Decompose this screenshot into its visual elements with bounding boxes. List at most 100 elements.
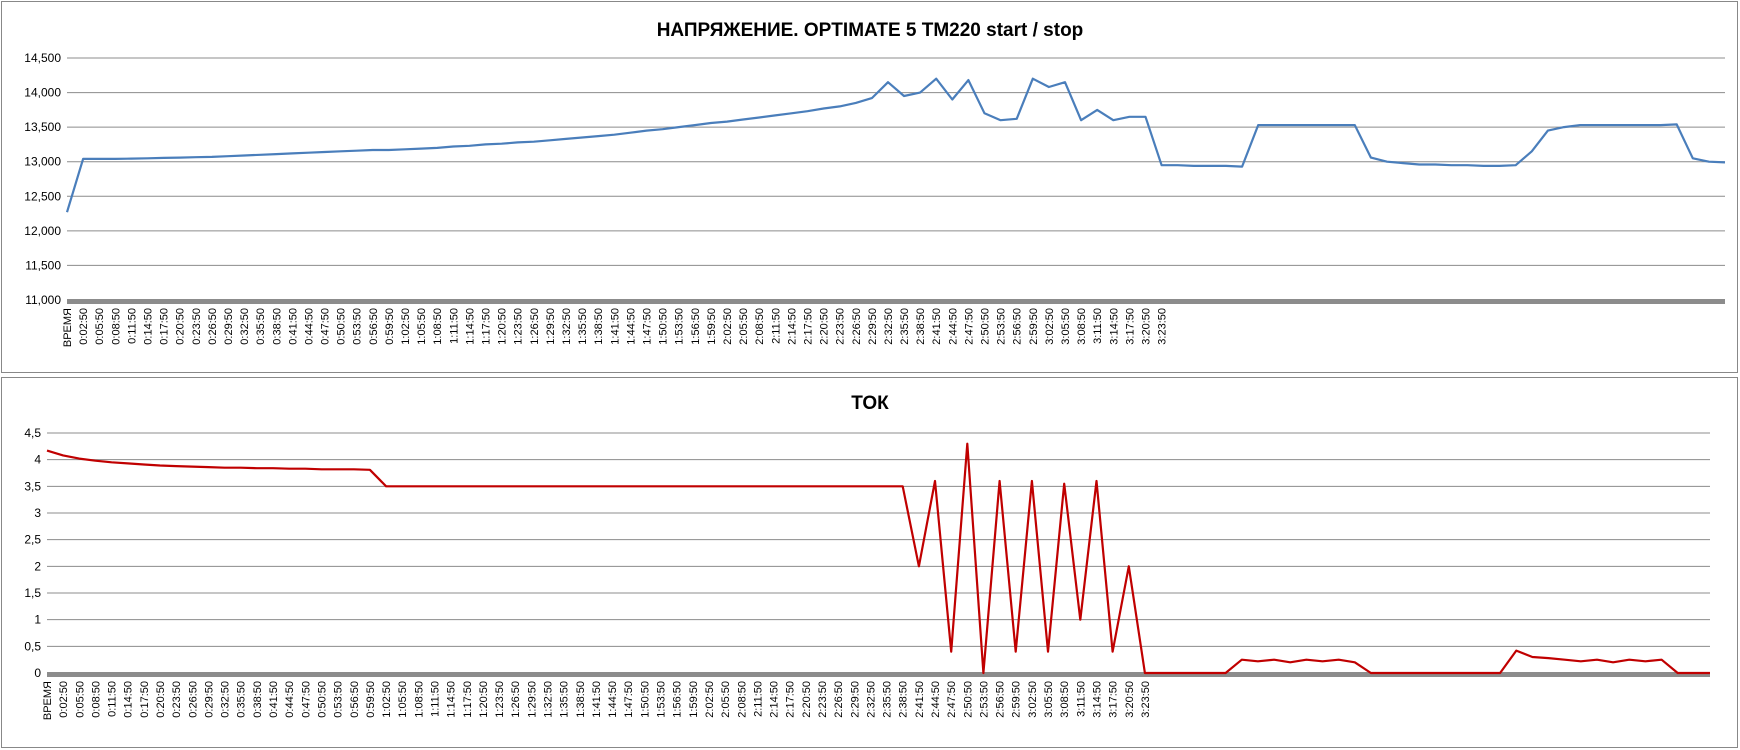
x-tick-label: 2:02:50 <box>722 308 734 345</box>
x-tick-label: 1:08:50 <box>432 308 444 345</box>
x-tick-label: 1:50:50 <box>639 681 651 718</box>
x-tick-label: 1:38:50 <box>593 308 605 345</box>
x-tick-label: 1:44:50 <box>625 308 637 345</box>
x-tick-label: 0:50:50 <box>316 681 328 718</box>
x-tick-label: 2:08:50 <box>754 308 766 345</box>
x-tick-label: 2:53:50 <box>996 308 1008 345</box>
x-tick-label: 1:35:50 <box>559 681 571 718</box>
x-tick-label: 2:35:50 <box>899 308 911 345</box>
x-tick-label: 1:23:50 <box>494 681 506 718</box>
x-tick-label: 2:47:50 <box>946 681 958 718</box>
x-tick-label: 0:56:50 <box>368 308 380 345</box>
x-tick-label: 2:26:50 <box>851 308 863 345</box>
x-tick-label: 0:41:50 <box>268 681 280 718</box>
x-tick-label: 2:05:50 <box>738 308 750 345</box>
y-tick-label: 3,5 <box>24 479 41 493</box>
x-tick-label: 2:02:50 <box>704 681 716 718</box>
x-tick-label: 1:41:50 <box>609 308 621 345</box>
x-tick-label: 2:23:50 <box>817 681 829 718</box>
x-tick-label: 1:20:50 <box>497 308 509 345</box>
x-tick-label: 2:11:50 <box>752 681 764 717</box>
x-tick-label: 0:53:50 <box>352 308 364 345</box>
chart-frame <box>1 377 1738 748</box>
x-tick-label: 2:29:50 <box>849 681 861 718</box>
x-tick-label: 2:17:50 <box>785 681 797 718</box>
x-tick-label: 0:20:50 <box>155 681 167 718</box>
x-tick-label: 1:17:50 <box>462 681 474 718</box>
x-tick-label: 2:44:50 <box>930 681 942 718</box>
x-tick-label: 2:41:50 <box>914 681 926 718</box>
x-tick-label: 0:05:50 <box>74 681 86 718</box>
x-tick-label: 0:05:50 <box>94 308 106 345</box>
x-tick-label: 3:02:50 <box>1044 308 1056 345</box>
chart-title: НАПРЯЖЕНИЕ. OPTIMATE 5 TM220 start / sto… <box>657 20 1084 41</box>
x-tick-label: 0:29:50 <box>203 681 215 718</box>
x-tick-label: 0:20:50 <box>175 308 187 345</box>
x-tick-label: 0:53:50 <box>333 681 345 718</box>
x-tick-label: 1:11:50 <box>429 681 441 717</box>
y-tick-label: 4 <box>34 453 41 467</box>
x-tick-label: 2:20:50 <box>801 681 813 718</box>
x-tick-label: 0:14:50 <box>123 681 135 718</box>
x-tick-label: 3:08:50 <box>1076 308 1088 345</box>
x-tick-label: 3:20:50 <box>1124 681 1136 718</box>
x-tick-label: 2:53:50 <box>978 681 990 718</box>
x-tick-label: 2:44:50 <box>947 308 959 345</box>
x-tick-label: 2:32:50 <box>865 681 877 718</box>
x-tick-label: 3:05:50 <box>1043 681 1055 718</box>
x-tick-label: 0:38:50 <box>271 308 283 345</box>
x-tick-label: 0:50:50 <box>336 308 348 345</box>
x-tick-label: ВРЕМЯ <box>62 308 74 347</box>
x-tick-label: 0:17:50 <box>139 681 151 718</box>
data-line <box>65 77 1726 213</box>
x-tick-label: 2:59:50 <box>1011 681 1023 718</box>
x-tick-label: 1:26:50 <box>529 308 541 345</box>
x-tick-label: 2:14:50 <box>769 681 781 718</box>
x-tick-label: 2:17:50 <box>802 308 814 345</box>
x-tick-label: 1:14:50 <box>464 308 476 345</box>
y-tick-label: 0 <box>34 666 41 680</box>
x-tick-label: 2:29:50 <box>867 308 879 345</box>
data-line <box>46 442 1710 675</box>
x-tick-label: 0:11:50 <box>126 308 138 344</box>
x-tick-label: 1:29:50 <box>545 308 557 345</box>
x-tick-label: 1:56:50 <box>690 308 702 345</box>
x-tick-label: 0:38:50 <box>252 681 264 718</box>
x-tick-label: 1:23:50 <box>513 308 525 345</box>
x-tick-label: 0:32:50 <box>220 681 232 718</box>
x-tick-label: 0:23:50 <box>191 308 203 345</box>
x-tick-label: 0:29:50 <box>223 308 235 345</box>
y-tick-label: 11,500 <box>25 258 61 272</box>
y-tick-label: 1 <box>34 613 41 627</box>
x-tick-label: 0:02:50 <box>58 681 70 718</box>
x-tick-label: 3:14:50 <box>1091 681 1103 718</box>
x-tick-label: 2:11:50 <box>770 308 782 344</box>
y-tick-label: 0,5 <box>24 639 41 653</box>
x-tick-label: 3:20:50 <box>1141 308 1153 345</box>
x-tick-label: 0:26:50 <box>207 308 219 345</box>
x-tick-label: 0:44:50 <box>303 308 315 345</box>
x-tick-label: 3:08:50 <box>1059 681 1071 718</box>
x-tick-label: 1:50:50 <box>658 308 670 345</box>
x-tick-label: 0:23:50 <box>171 681 183 718</box>
x-tick-label: 1:47:50 <box>623 681 635 718</box>
x-tick-label: 0:47:50 <box>300 681 312 718</box>
x-tick-label: 2:05:50 <box>720 681 732 718</box>
x-tick-label: 0:02:50 <box>78 308 90 345</box>
x-tick-label: 1:35:50 <box>577 308 589 345</box>
x-tick-label: 0:59:50 <box>365 681 377 718</box>
x-tick-label: 2:38:50 <box>898 681 910 718</box>
y-tick-label: 14,500 <box>24 51 61 65</box>
x-tick-label: 2:56:50 <box>995 681 1007 718</box>
y-tick-label: 14,000 <box>24 86 61 100</box>
x-tick-label: 1:59:50 <box>706 308 718 345</box>
x-tick-label: 1:14:50 <box>446 681 458 718</box>
y-tick-label: 4,5 <box>24 426 41 440</box>
x-tick-label: 0:26:50 <box>187 681 199 718</box>
x-tick-label: 0:56:50 <box>349 681 361 718</box>
x-tick-label: 3:23:50 <box>1157 308 1169 345</box>
x-tick-label: 1:59:50 <box>688 681 700 718</box>
x-tick-label: 2:59:50 <box>1028 308 1040 345</box>
x-tick-label: 0:08:50 <box>90 681 102 718</box>
